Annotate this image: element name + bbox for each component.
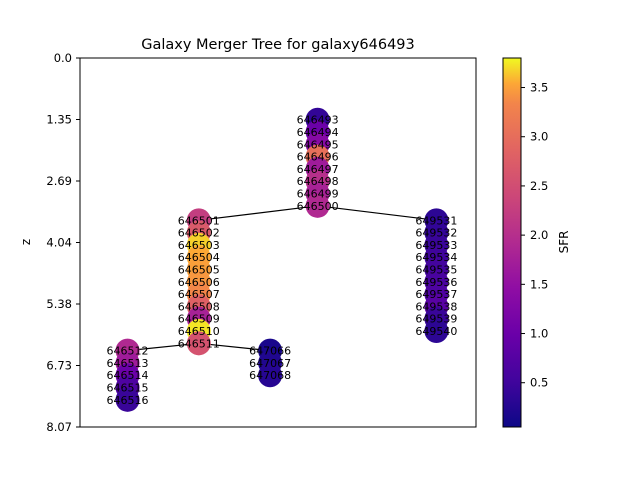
galaxy-id-label: 649535 — [415, 264, 457, 277]
galaxy-id-label: 646509 — [178, 313, 220, 326]
colorbar-tick-label: 1.0 — [530, 327, 548, 341]
galaxy-id-label: 649539 — [415, 313, 457, 326]
galaxy-id-label: 649538 — [415, 300, 457, 313]
galaxy-id-label: 646514 — [107, 369, 149, 382]
y-tick-label: 4.04 — [46, 236, 72, 250]
galaxy-id-label: 649537 — [415, 288, 457, 301]
galaxy-id-label: 646515 — [107, 382, 149, 395]
galaxy-id-label: 649531 — [415, 214, 457, 227]
colorbar-tick-label: 2.5 — [530, 179, 548, 193]
galaxy-id-label: 649533 — [415, 239, 457, 252]
galaxy-id-label: 646502 — [178, 227, 220, 240]
galaxy-id-label: 647066 — [249, 345, 291, 358]
y-axis-label: z — [19, 239, 33, 245]
galaxy-node — [424, 319, 449, 344]
galaxy-id-label: 646501 — [178, 214, 220, 227]
galaxy-id-label: 646511 — [178, 337, 220, 350]
galaxy-id-label: 646496 — [297, 151, 339, 164]
galaxy-id-label: 646499 — [297, 188, 339, 201]
galaxy-id-label: 646506 — [178, 276, 220, 289]
galaxy-id-label: 646497 — [297, 163, 339, 176]
y-tick-label: 6.73 — [46, 359, 72, 373]
y-tick-label: 2.69 — [46, 174, 72, 188]
y-tick-label: 1.35 — [46, 113, 72, 127]
galaxy-id-label: 646508 — [178, 300, 220, 313]
galaxy-node — [305, 193, 330, 218]
galaxy-id-label: 646503 — [178, 239, 220, 252]
galaxy-id-label: 646510 — [178, 325, 220, 338]
chart-title: Galaxy Merger Tree for galaxy646493 — [141, 37, 415, 53]
colorbar-tick-label: 0.5 — [530, 376, 548, 390]
colorbar-tick-label: 3.0 — [530, 130, 548, 144]
galaxy-id-label: 646500 — [297, 200, 339, 213]
galaxy-id-label: 649534 — [415, 251, 457, 264]
colorbar-tick-label: 1.5 — [530, 277, 548, 291]
colorbar-label: SFR — [557, 231, 571, 254]
y-tick-label: 0.0 — [54, 51, 72, 65]
galaxy-id-label: 646507 — [178, 288, 220, 301]
colorbar-tick-label: 3.5 — [530, 81, 548, 95]
galaxy-id-label: 646513 — [107, 357, 149, 370]
colorbar-tick-label: 2.0 — [530, 228, 548, 242]
y-tick-label: 8.07 — [46, 420, 72, 434]
colorbar — [502, 57, 522, 428]
galaxy-id-label: 646516 — [107, 394, 149, 407]
galaxy-id-label: 646498 — [297, 175, 339, 188]
galaxy-id-label: 646493 — [297, 114, 339, 127]
galaxy-id-label: 647067 — [249, 357, 291, 370]
galaxy-id-label: 649540 — [415, 325, 457, 338]
galaxy-id-label: 646505 — [178, 264, 220, 277]
galaxy-id-label: 646495 — [297, 138, 339, 151]
galaxy-node — [258, 363, 283, 388]
galaxy-id-label: 649536 — [415, 276, 457, 289]
galaxy-id-label: 649532 — [415, 227, 457, 240]
merger-edge — [317, 205, 437, 221]
merger-edge — [198, 205, 318, 221]
galaxy-node — [186, 331, 211, 356]
galaxy-id-label: 646504 — [178, 251, 220, 264]
galaxy-id-label: 646512 — [107, 345, 149, 358]
galaxy-id-label: 647068 — [249, 369, 291, 382]
galaxy-node — [115, 387, 140, 412]
galaxy-id-label: 646494 — [297, 126, 339, 139]
y-tick-label: 5.38 — [46, 297, 72, 311]
